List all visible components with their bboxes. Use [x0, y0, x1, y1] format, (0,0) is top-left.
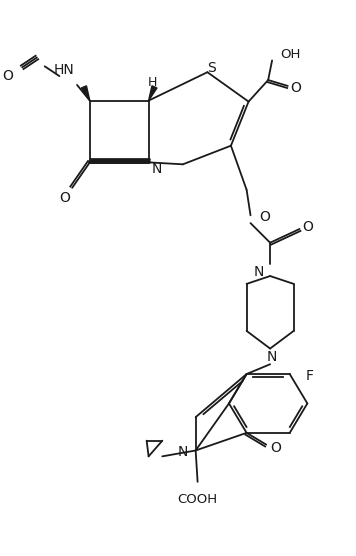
- Text: O: O: [2, 69, 14, 83]
- Text: O: O: [259, 210, 270, 224]
- Text: H: H: [148, 77, 157, 90]
- Text: HN: HN: [54, 63, 75, 77]
- Text: O: O: [302, 220, 313, 234]
- Text: O: O: [59, 191, 70, 205]
- Polygon shape: [82, 86, 90, 101]
- Text: N: N: [267, 350, 277, 364]
- Text: F: F: [305, 369, 313, 383]
- Text: N: N: [151, 162, 162, 176]
- Text: N: N: [254, 265, 264, 279]
- Text: COOH: COOH: [178, 493, 218, 506]
- Polygon shape: [148, 86, 157, 101]
- Text: O: O: [271, 440, 282, 455]
- Text: S: S: [207, 61, 216, 75]
- Text: OH: OH: [280, 48, 300, 61]
- Text: O: O: [290, 81, 301, 95]
- Text: N: N: [177, 445, 188, 459]
